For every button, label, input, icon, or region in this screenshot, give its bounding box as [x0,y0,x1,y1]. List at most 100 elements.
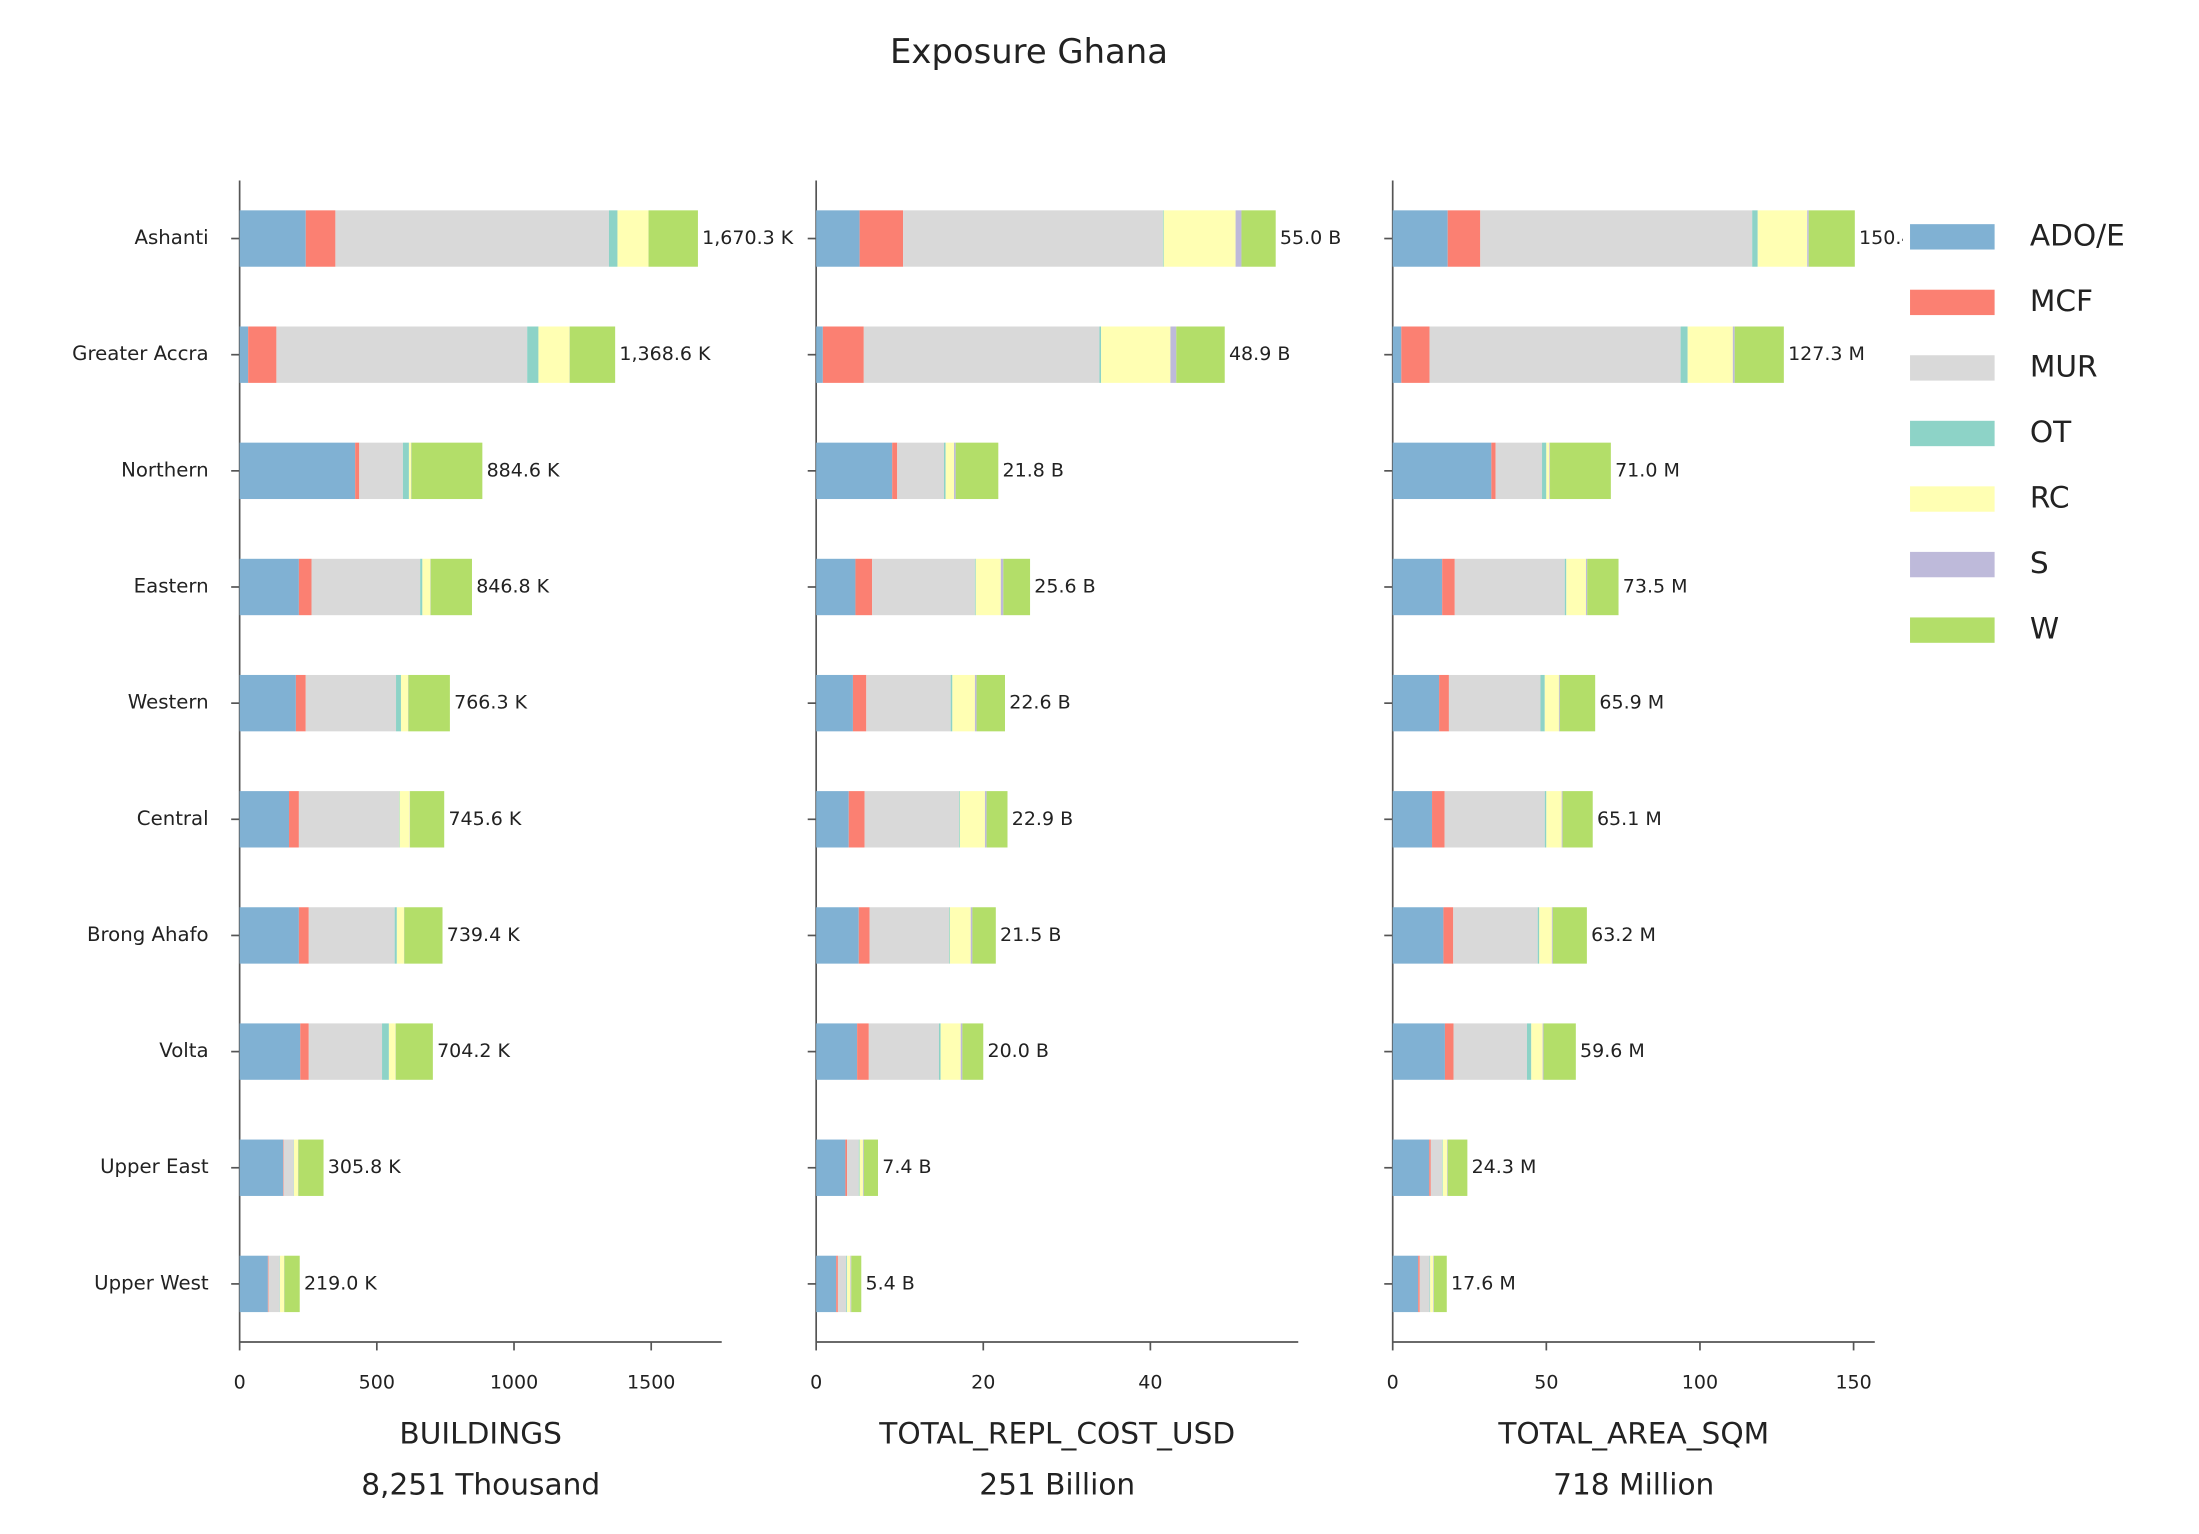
bar-segment [608,210,618,267]
bar-segment [1392,210,1448,267]
bar-segment [248,326,277,383]
bar-segment [984,791,987,848]
bar-segment [295,674,306,732]
bar-segment [308,907,395,964]
x-tick-label: 500 [359,1371,395,1393]
x-axis-label: BUILDINGS [399,1417,562,1451]
total-label: 65.9 M [1599,692,1664,714]
bar-segment [872,558,975,616]
bar-segment [396,907,404,964]
x-axis-label: TOTAL_AREA_SQM [1497,1417,1769,1451]
bar-segment [1542,1023,1544,1080]
bar-segment [940,1023,961,1080]
bar-segment [359,442,403,500]
bar-segment [1429,1139,1431,1196]
bar-segment [648,210,698,267]
bar-segment [1392,907,1444,964]
bar-segment [408,442,412,500]
x-axis-label: 718 Million [1553,1467,1714,1501]
total-label: 63.2 M [1591,924,1656,946]
bar-segment [1419,1255,1430,1313]
bar-segment [1549,442,1551,500]
bar-segment [1442,1139,1448,1196]
bar-segment [1433,1255,1434,1313]
bar-segment [1550,442,1611,500]
total-label: 5.4 B [866,1272,915,1294]
bar-segment [305,674,397,732]
legend-swatch [1910,551,1995,578]
bar-segment [239,442,356,500]
total-label: 73.5 M [1623,575,1688,597]
legend-swatch [1910,420,1995,447]
bar-segment [298,558,312,616]
bar-segment [617,210,649,267]
y-tick-label: Upper East [100,1155,209,1178]
bar-segment [938,1023,941,1080]
bar-segment [420,558,423,616]
bar-segment [1531,1023,1543,1080]
bar-segment [847,1255,851,1313]
bar-segment [858,1139,860,1196]
total-label: 704.2 K [437,1040,510,1062]
total-label: 739.4 K [447,924,520,946]
bar-segment [972,907,996,964]
bar-segment [852,674,867,732]
bar-segment [399,791,400,848]
x-tick-label: 50 [1534,1371,1558,1393]
bar-segment [298,907,309,964]
bar-segment [300,1023,309,1080]
bar-segment [960,1023,963,1080]
bar-segment [239,558,299,616]
bar-segment [1491,442,1496,500]
total-label: 48.9 B [1229,343,1290,365]
bar-segment [1544,791,1547,848]
x-tick-label: 0 [810,1371,822,1393]
total-label: 766.3 K [454,692,527,714]
bar-segment [268,1255,280,1313]
bar-segment [1432,791,1445,848]
bar-segment [859,210,904,267]
bar-segment [1587,558,1619,616]
bar-segment [986,791,1008,848]
legend-swatch [1910,224,1995,250]
bar-segment [970,907,973,964]
bar-segment [1444,1023,1454,1080]
bar-segment [1392,326,1402,383]
bar-segment [857,1023,869,1080]
bar-segment [1564,558,1567,616]
bar-segment [869,907,950,964]
x-tick-label: 100 [1682,1371,1718,1393]
bar-segment [1680,326,1688,383]
bar-segment [239,326,249,383]
bar-segment [404,907,443,964]
x-tick-label: 40 [1138,1371,1162,1393]
bar-segment [955,442,999,500]
bar-segment [954,442,956,500]
bar-segment [355,442,360,500]
bar-segment [388,1023,396,1080]
y-tick-label: Western [128,691,209,714]
bar-segment [866,674,951,732]
total-label: 65.1 M [1597,808,1662,830]
total-label: 1,670.3 K [702,227,794,249]
bar-segment [976,674,1005,732]
bar-segment [298,791,400,848]
bar-segment [868,1023,939,1080]
bar-segment [1392,1139,1430,1196]
legend-swatch [1910,617,1995,643]
bar-segment [847,1139,859,1196]
bar-segment [897,442,945,500]
y-tick-label: Upper West [94,1271,209,1294]
bar-segment [855,558,873,616]
bar-segment [816,791,849,848]
legend-label: MCF [2030,284,2093,318]
bar-segment [1752,210,1758,267]
x-tick-label: 0 [234,1371,246,1393]
bar-segment [845,1139,848,1196]
bar-segment [1392,1255,1419,1313]
bar-segment [944,442,946,500]
bar-segment [816,907,859,964]
bar-segment [400,674,409,732]
bar-segment [836,1255,838,1313]
legend-swatch [1910,486,1995,512]
